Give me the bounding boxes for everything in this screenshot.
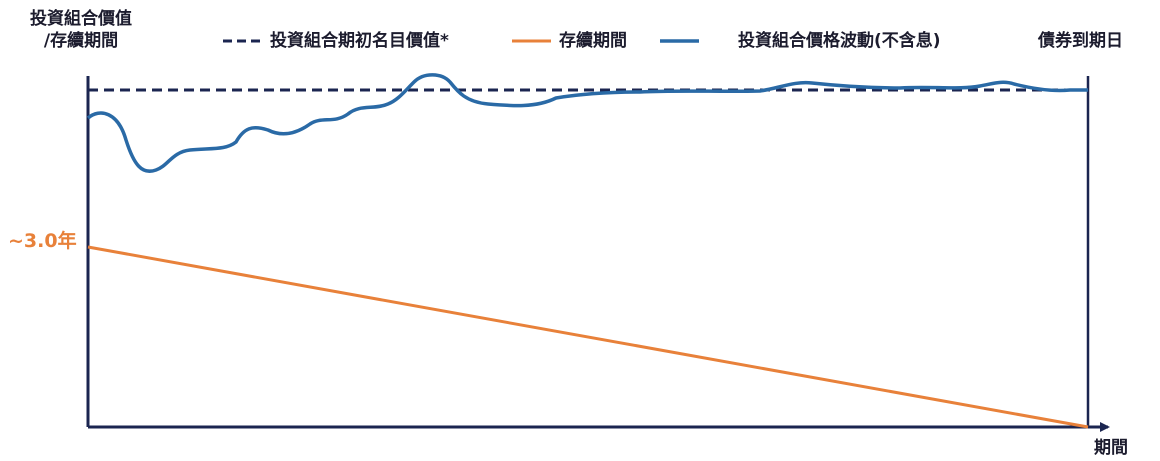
y-axis-title-line-2: /存續期間 [43,31,119,51]
legend-label-price-fluctuation: 投資組合價格波動(不含息) [738,31,941,51]
y-axis-title-line-1: 投資組合價值 [30,9,132,29]
duration-start-label: ~3.0年 [8,230,77,252]
y-axis-title: 投資組合價值 /存續期間 [30,8,132,52]
series-duration-line [87,245,1089,429]
series-price-fluctuation-line [86,73,1088,173]
x-axis-title: 期間 [1094,438,1128,458]
maturity-label: 債券到期日 [1038,31,1123,51]
legend-label-initial-value: 投資組合期初名目價值* [270,31,449,51]
legend-label-duration: 存續期間 [559,31,627,51]
